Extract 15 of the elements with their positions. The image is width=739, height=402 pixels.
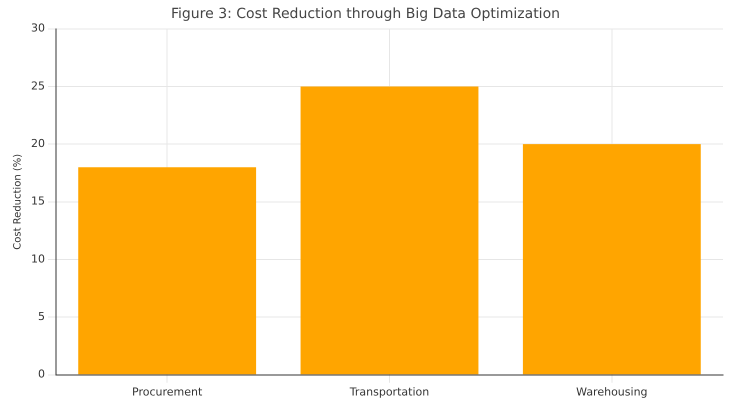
bar (78, 167, 256, 374)
y-tick-label: 15 (30, 194, 45, 208)
bar (522, 144, 701, 374)
x-tick-label: Warehousing (576, 385, 648, 398)
y-tick-label: 5 (38, 310, 45, 323)
x-tick-label: Transportation (348, 385, 430, 398)
x-tick-label: Procurement (132, 385, 203, 398)
y-tick-label: 10 (30, 252, 45, 266)
y-axis-title: Cost Reduction (%) (12, 154, 24, 250)
bar (300, 86, 478, 374)
y-tick-label: 0 (38, 368, 45, 381)
y-tick-label: 30 (30, 22, 45, 35)
chart-title: Figure 3: Cost Reduction through Big Data Optimization (170, 6, 560, 22)
y-tick-label: 20 (30, 136, 45, 150)
y-tick-label: 25 (30, 79, 45, 92)
